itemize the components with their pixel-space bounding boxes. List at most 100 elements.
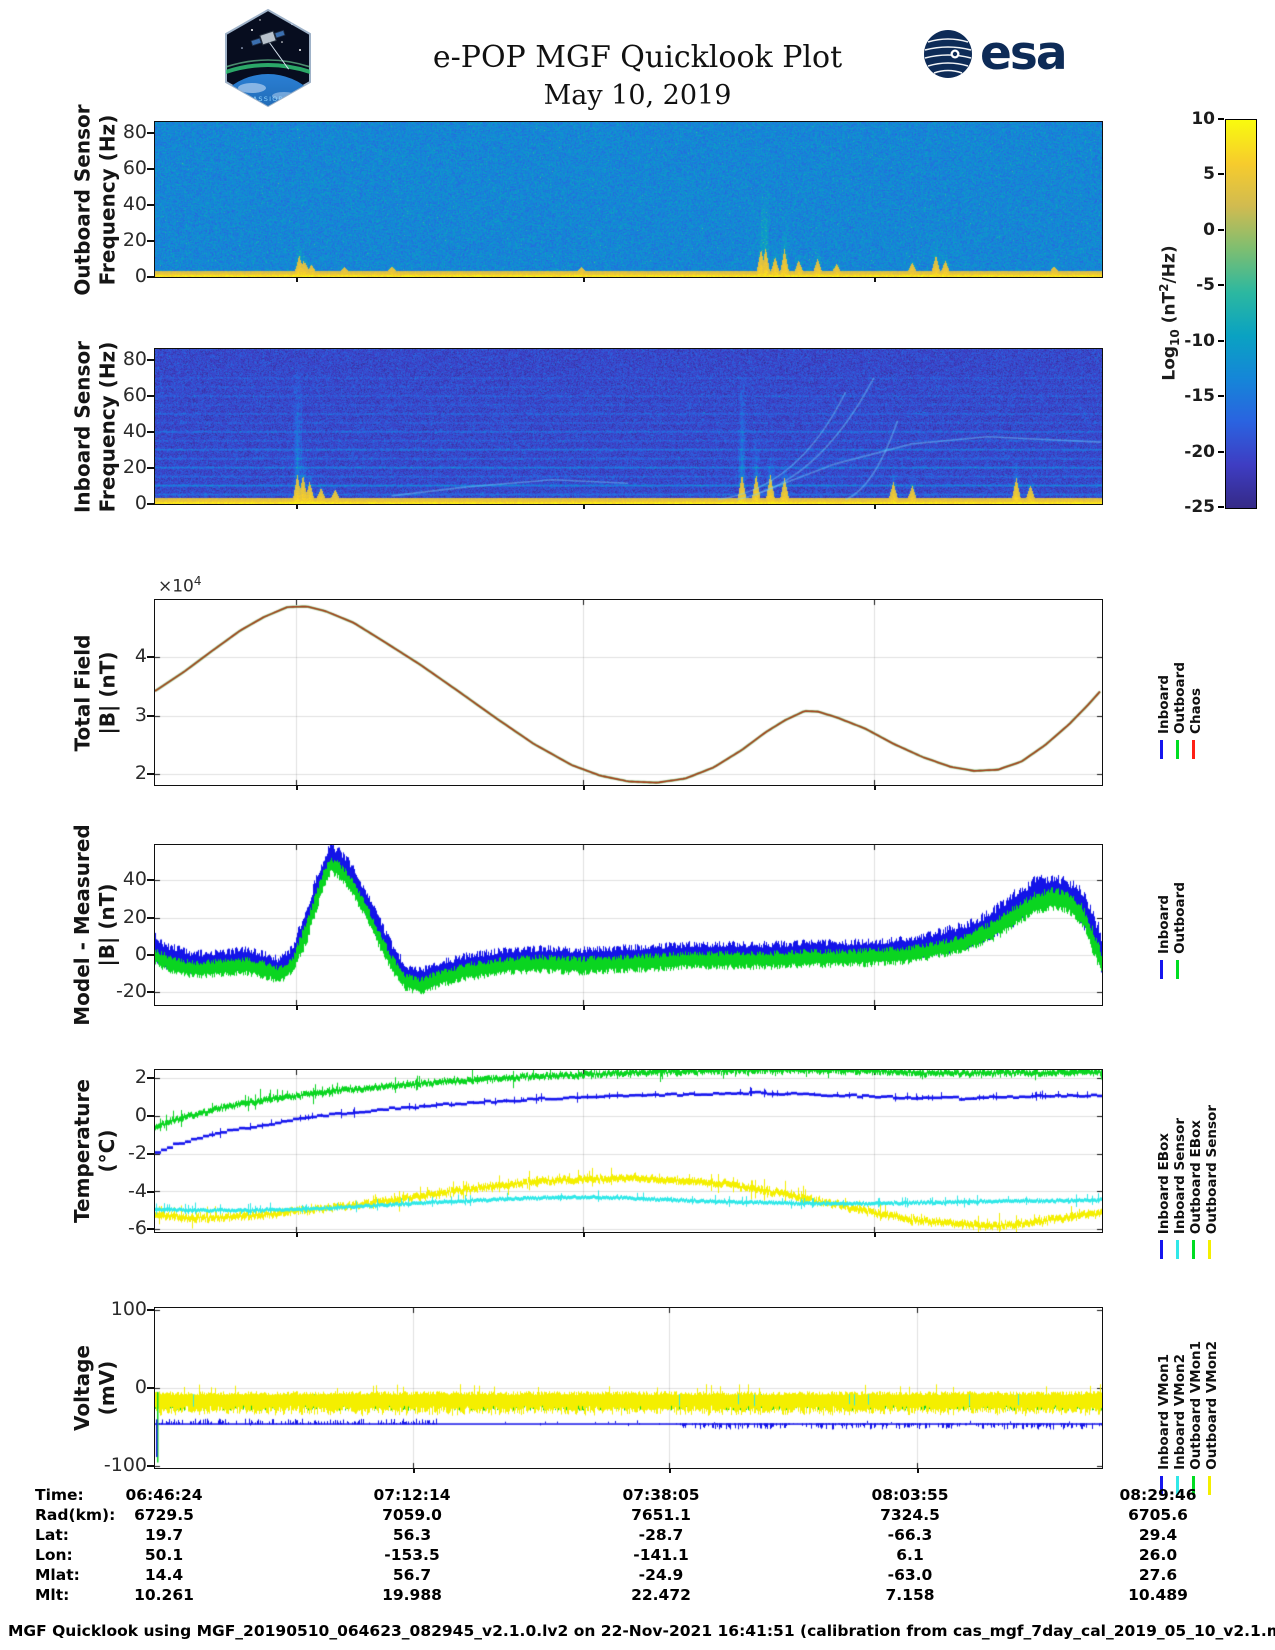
temperature-ytick-label: -2	[128, 1141, 147, 1164]
inboard-spectrogram-ytick-mark	[147, 394, 154, 397]
table-cell: 7.158	[885, 1586, 935, 1604]
colorbar-tick-mark	[1218, 284, 1224, 287]
voltage-ytick-label: 0	[134, 1376, 147, 1398]
voltage-legend-inboard-vmon2: Inboard VMon2	[1172, 1354, 1188, 1470]
total-field-ytick-label: 2	[134, 762, 147, 785]
colorbar-tick-mark	[1218, 228, 1224, 231]
table-cell: 26.0	[1138, 1546, 1178, 1564]
colorbar-tick-mark	[1218, 450, 1224, 453]
inboard-spectrogram-xtick-mark	[873, 504, 876, 509]
total-field-legend-outboard: Outboard	[1172, 662, 1188, 734]
table-cell: 10.489	[1128, 1586, 1188, 1604]
total-field-legend-inboard: Inboard	[1156, 674, 1172, 734]
table-cell: 29.4	[1138, 1526, 1178, 1544]
temperature-ytick-label: 0	[134, 1104, 147, 1127]
colorbar	[1225, 119, 1257, 509]
temperature-ytick-mark	[147, 1190, 154, 1193]
colorbar-tick-label: 0	[1203, 219, 1215, 240]
temperature-ytick-mark	[147, 1228, 154, 1231]
table-cell: 7651.1	[631, 1506, 691, 1524]
inboard-spectrogram-ytick-label: 0	[134, 492, 147, 514]
model-measured-legend-swatch	[1176, 960, 1179, 979]
panel-voltage	[154, 1307, 1103, 1469]
model-measured-ytick-label: 20	[122, 905, 147, 928]
table-cell: -153.5	[384, 1546, 440, 1564]
inboard-spectrogram-plot	[155, 349, 1102, 504]
table-cell: 06:46:24	[125, 1486, 203, 1504]
temperature-xtick-mark	[873, 1232, 876, 1237]
inboard-spectrogram-ytick-mark	[147, 503, 154, 505]
table-cell: 7324.5	[880, 1506, 940, 1524]
total-field-xtick-mark	[296, 785, 299, 790]
voltage-ytick-mark	[147, 1308, 154, 1311]
table-cell: 56.7	[392, 1566, 432, 1584]
total-field-legend-swatch	[1192, 740, 1195, 759]
outboard-spectrogram-ytick-mark	[147, 203, 154, 206]
colorbar-tick-mark	[1218, 118, 1224, 120]
table-cell: 6729.5	[134, 1506, 194, 1524]
esa-globe-icon	[924, 30, 972, 78]
outboard-spectrogram-ytick-label: 80	[122, 120, 147, 143]
patch-text: CASSIOPE	[247, 95, 289, 103]
table-cell: 7059.0	[382, 1506, 442, 1524]
temperature-ytick-label: -6	[128, 1217, 147, 1240]
voltage-legend-swatch	[1208, 1476, 1211, 1495]
temperature-ytick-label: -4	[128, 1179, 147, 1202]
figure-title: e-POP MGF Quicklook Plot	[432, 40, 843, 75]
total-field-ytick-mark	[147, 714, 154, 717]
outboard-spectrogram-ytick-label: 0	[134, 265, 147, 287]
colorbar-tick-label: -10	[1184, 330, 1215, 351]
panel-temperature	[154, 1069, 1103, 1233]
table-cell: 6.1	[896, 1546, 924, 1564]
voltage-xtick-mark	[412, 1468, 415, 1473]
outboard-spectrogram-xtick-mark	[296, 277, 299, 282]
total-field-ytick-label: 4	[134, 644, 147, 667]
temperature-plot	[155, 1070, 1102, 1232]
total-field-ytick-label: 3	[134, 703, 147, 726]
model-measured-xtick-mark	[873, 1005, 876, 1010]
outboard-spectrogram-ytick-mark	[147, 167, 154, 170]
inboard-spectrogram-ytick-mark	[147, 358, 154, 361]
table-cell: -63.0	[887, 1566, 933, 1584]
table-cell: -66.3	[887, 1526, 933, 1544]
outboard-spectrogram-ytick-label: 20	[122, 228, 147, 251]
inboard-spectrogram-ytick-label: 60	[122, 383, 147, 406]
table-cell: 19.988	[382, 1586, 442, 1604]
temperature-legend-swatch	[1176, 1240, 1179, 1259]
total-field-legend-swatch	[1176, 740, 1179, 759]
footer-caption: MGF Quicklook using MGF_20190510_064623_…	[8, 1622, 1275, 1640]
temperature-legend-inboard-ebox: Inboard EBox	[1156, 1132, 1172, 1234]
voltage-legend-outboard-vmon1: Outboard VMon1	[1188, 1341, 1204, 1470]
temperature-legend-outboard-sensor: Outboard Sensor	[1204, 1104, 1220, 1234]
inboard-spectrogram-ytick-label: 80	[122, 347, 147, 370]
y-axis-exponent-label: ×104	[158, 574, 202, 597]
table-cell: 22.472	[631, 1586, 691, 1604]
table-cell: 07:38:05	[622, 1486, 700, 1504]
total-field-xtick-mark	[873, 785, 876, 790]
table-cell: 6705.6	[1128, 1506, 1188, 1524]
table-row-label-mlt: Mlt:	[35, 1586, 70, 1604]
colorbar-label: Log10 (nT2/Hz)	[1157, 245, 1183, 381]
table-cell: 08:03:55	[871, 1486, 949, 1504]
outboard-spectrogram-ytick-label: 60	[122, 156, 147, 179]
colorbar-tick-label: -5	[1196, 275, 1215, 296]
table-cell: -28.7	[638, 1526, 684, 1544]
table-cell: 56.3	[392, 1526, 432, 1544]
table-row-label-lon: Lon:	[35, 1546, 73, 1564]
outboard-spectrogram-plot	[155, 122, 1102, 277]
esa-wordmark: esa	[980, 26, 1068, 81]
outboard-spectrogram-xtick-mark	[873, 277, 876, 282]
temperature-legend-swatch	[1192, 1240, 1195, 1259]
colorbar-tick-label: -20	[1184, 441, 1215, 462]
outboard-spectrogram-xtick-mark	[583, 277, 586, 282]
temperature-ytick-mark	[147, 1152, 154, 1155]
model-measured-ytick-mark	[147, 879, 154, 882]
table-cell: -24.9	[638, 1566, 684, 1584]
model-measured-xtick-mark	[583, 1005, 586, 1010]
voltage-xtick-mark	[669, 1468, 672, 1473]
total-field-xtick-mark	[583, 785, 586, 790]
temperature-ytick-label: 2	[134, 1066, 147, 1089]
panel-inboard-spectrogram	[154, 348, 1103, 505]
total-field-ytick-mark	[147, 773, 154, 776]
